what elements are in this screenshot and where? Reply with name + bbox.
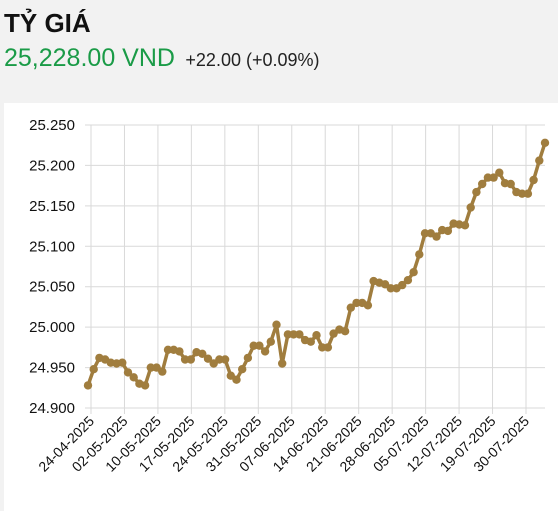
data-point[interactable] — [432, 232, 441, 241]
data-point[interactable] — [83, 381, 93, 390]
data-point[interactable] — [323, 343, 333, 352]
data-point[interactable] — [306, 337, 315, 346]
data-point[interactable] — [123, 368, 133, 377]
grid-layer — [85, 124, 545, 414]
price-change: +22.00 (+0.09%) — [185, 50, 320, 70]
data-point[interactable] — [415, 250, 424, 259]
y-tick-label: 24.900 — [29, 400, 75, 417]
data-point[interactable] — [363, 301, 373, 310]
data-point[interactable] — [220, 355, 230, 364]
data-point[interactable] — [398, 280, 407, 290]
data-point[interactable] — [409, 268, 418, 277]
data-point[interactable] — [529, 175, 538, 185]
y-tick-label: 25.050 — [29, 279, 75, 296]
x-axis-labels: 24-04-202502-05-202510-05-202517-05-2025… — [35, 413, 532, 475]
data-point[interactable] — [535, 156, 544, 165]
data-point[interactable] — [266, 337, 275, 346]
header: TỶ GIÁ 25,228.00 VND +22.00 (+0.09%) — [0, 0, 558, 100]
data-point[interactable] — [203, 354, 213, 363]
current-price: 25,228.00 VND — [4, 44, 175, 72]
data-point[interactable] — [540, 138, 550, 147]
exchange-rate-chart: 24.900 24.950 25.000 25.050 25.100 25.150 25.2… — [29, 117, 550, 475]
data-point[interactable] — [466, 203, 475, 212]
data-point[interactable] — [517, 189, 527, 198]
data-point[interactable] — [232, 375, 241, 384]
data-point[interactable] — [140, 381, 150, 390]
data-point[interactable] — [146, 363, 155, 372]
data-point[interactable] — [340, 327, 350, 336]
data-point[interactable] — [460, 221, 470, 230]
y-tick-label: 25.150 — [29, 198, 75, 215]
y-tick-label: 25.200 — [29, 157, 75, 174]
data-point[interactable] — [238, 365, 247, 374]
data-point[interactable] — [198, 349, 207, 358]
y-tick-label: 25.100 — [29, 238, 75, 255]
data-point[interactable] — [489, 173, 498, 182]
data-point[interactable] — [478, 179, 487, 189]
data-point[interactable] — [472, 187, 481, 197]
data-point[interactable] — [186, 355, 195, 364]
data-point[interactable] — [289, 330, 298, 339]
data-point[interactable] — [506, 179, 515, 189]
series-line — [86, 141, 547, 388]
data-point[interactable] — [295, 330, 304, 339]
data-point[interactable] — [523, 189, 533, 198]
data-point[interactable] — [278, 359, 287, 368]
data-point[interactable] — [129, 373, 138, 382]
data-point[interactable] — [403, 276, 413, 285]
chart-card: 24.900 24.950 25.000 25.050 25.100 25.150 25.2… — [4, 103, 558, 511]
y-tick-label: 24.950 — [29, 360, 75, 377]
data-point[interactable] — [118, 358, 127, 367]
price-row: 25,228.00 VND +22.00 (+0.09%) — [4, 44, 320, 73]
data-point[interactable] — [255, 341, 264, 350]
page-title: TỶ GIÁ — [4, 8, 91, 38]
data-point[interactable] — [420, 229, 430, 238]
data-point[interactable] — [89, 365, 98, 374]
data-point[interactable] — [243, 353, 253, 363]
data-point[interactable] — [260, 347, 270, 356]
data-point[interactable] — [443, 226, 453, 236]
data-point[interactable] — [272, 320, 281, 329]
y-tick-label: 25.000 — [29, 319, 75, 336]
data-point[interactable] — [158, 367, 167, 376]
y-tick-label: 25.250 — [29, 117, 75, 134]
data-point[interactable] — [495, 168, 504, 177]
data-point[interactable] — [312, 331, 321, 340]
data-point[interactable] — [175, 347, 184, 356]
series-layer — [83, 138, 550, 390]
data-point[interactable] — [346, 303, 355, 312]
y-axis-labels: 24.900 24.950 25.000 25.050 25.100 25.150 25.2… — [29, 117, 75, 417]
